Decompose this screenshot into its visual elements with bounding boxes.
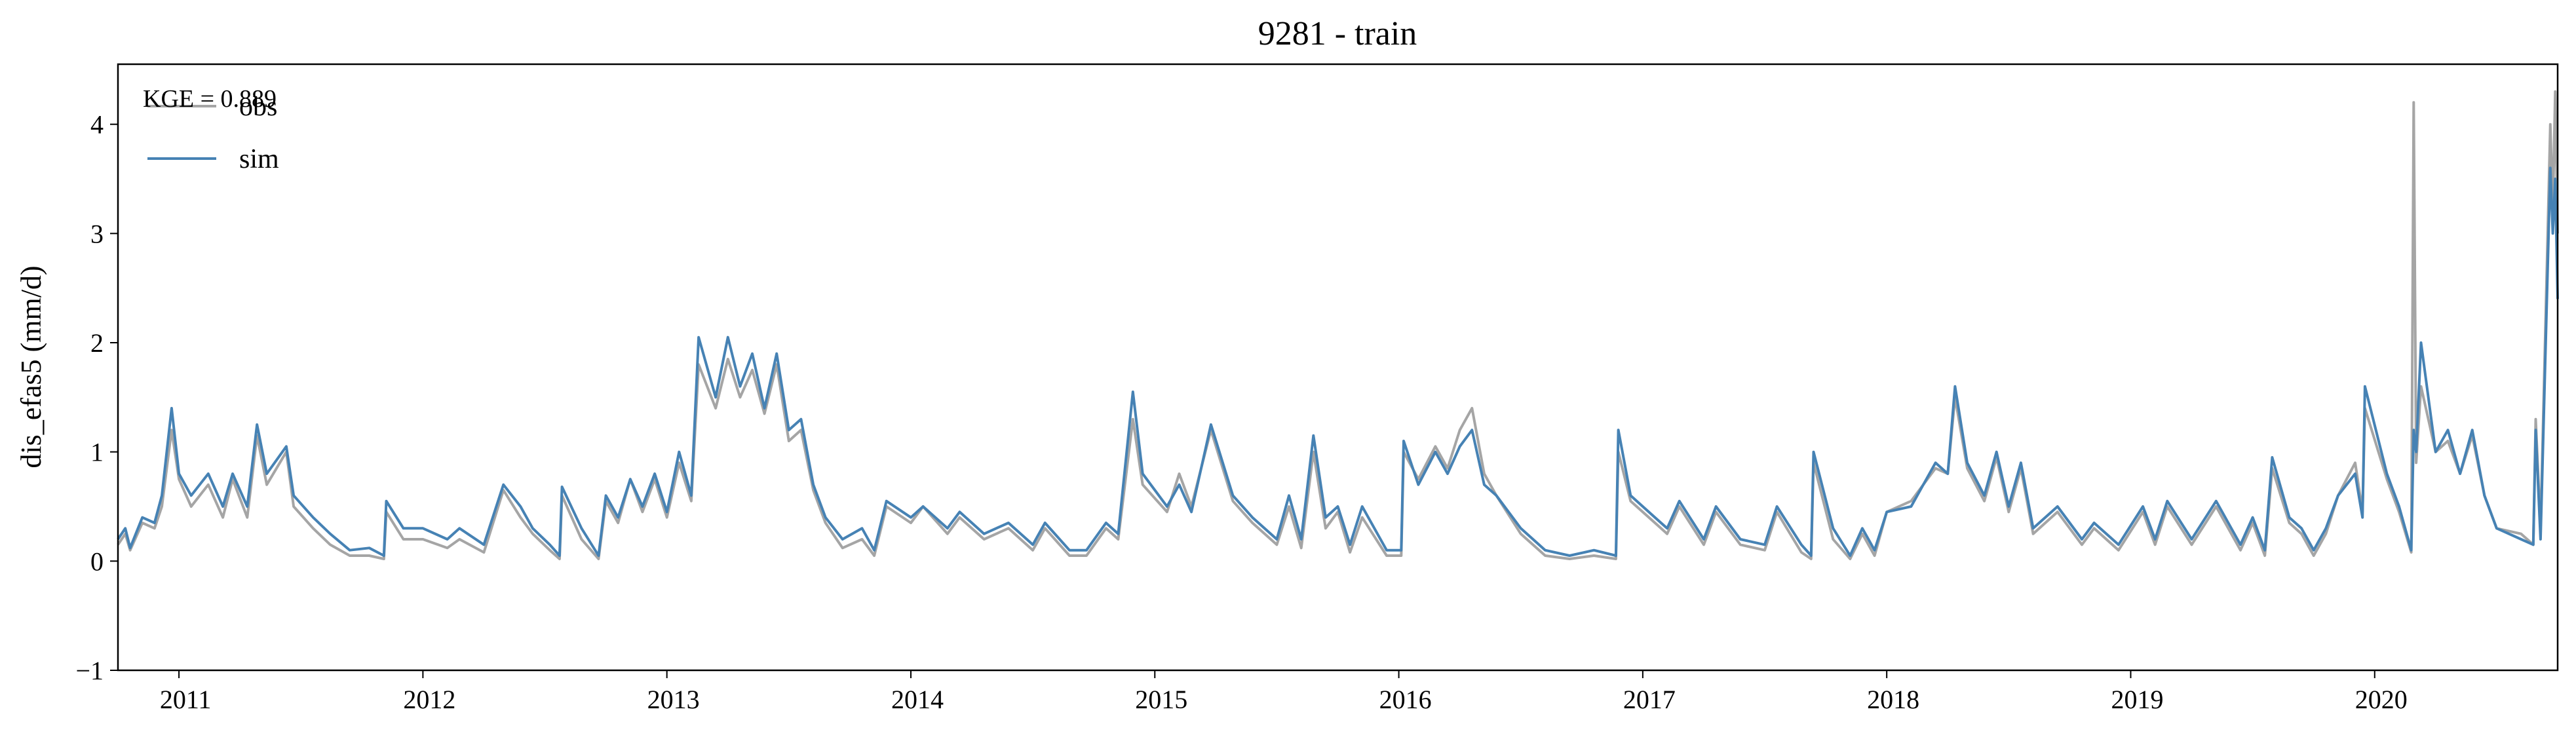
plot-frame <box>117 63 2559 672</box>
series-line <box>117 90 2559 560</box>
y-tick-label: 1 <box>90 438 104 467</box>
legend-label: obs <box>239 92 277 122</box>
x-tick-label: 2017 <box>1623 685 1676 714</box>
x-tick-label: 2012 <box>403 685 455 714</box>
chart-title: 9281 - train <box>1258 15 1417 52</box>
series-line <box>117 166 2559 557</box>
y-tick-label: 3 <box>90 219 104 248</box>
y-tick-label: 4 <box>90 110 104 140</box>
y-tick-label: 0 <box>90 546 104 576</box>
x-tick-label: 2020 <box>2355 685 2408 714</box>
y-tick-label: 2 <box>90 328 104 358</box>
legend-label: sim <box>239 144 279 174</box>
x-tick-label: 2014 <box>891 685 944 714</box>
x-tick-label: 2013 <box>647 685 700 714</box>
y-tick-label: −1 <box>75 656 104 685</box>
y-axis-label: dis_efas5 (mm/d) <box>15 265 47 468</box>
x-tick-label: 2016 <box>1379 685 1432 714</box>
x-tick-label: 2015 <box>1135 685 1187 714</box>
x-tick-label: 2018 <box>1867 685 1919 714</box>
annotation: KGE = 0.889 <box>143 85 277 113</box>
x-tick-label: 2011 <box>160 685 212 714</box>
x-tick-label: 2019 <box>2111 685 2163 714</box>
